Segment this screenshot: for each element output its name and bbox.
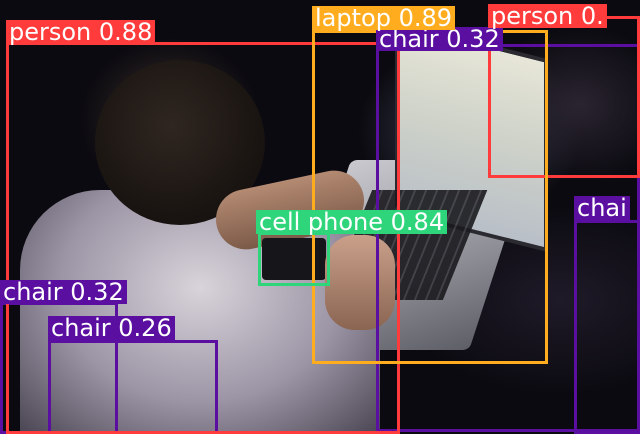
laptop-label: laptop 0.89 [312,6,456,30]
laptop-box [312,30,548,364]
person-label-main: person 0.88 [6,20,156,44]
person-box-main [6,42,400,434]
hand-shape [325,235,395,330]
cell-phone-label: cell phone 0.84 [256,210,448,234]
chair-label-right: chai [574,196,630,220]
chair-box-right [574,220,640,434]
cell-phone-box [258,232,330,286]
person-label-bg: person 0. [488,4,607,28]
chair-label-top: chair 0.32 [376,27,503,51]
chair-label-left2: chair 0.26 [48,316,175,340]
chair-label-left: chair 0.32 [0,280,127,304]
phone-shape [262,238,326,280]
